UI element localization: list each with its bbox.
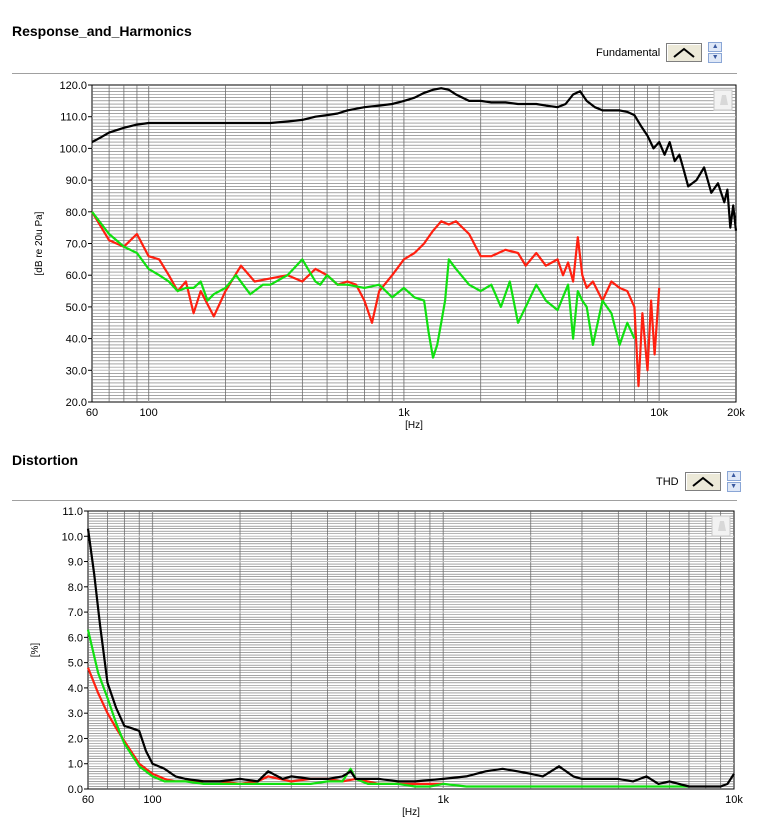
x-tick-label: 1k <box>437 794 449 806</box>
response-legend[interactable]: Fundamental ▲ ▼ <box>596 42 723 63</box>
y-tick-label: 90.0 <box>66 175 87 187</box>
legend-label: Fundamental <box>596 46 661 59</box>
y-axis-label: [dB re 20u Pa] <box>34 211 45 275</box>
panel-separator <box>12 500 737 501</box>
distortion-chart-title: Distortion <box>12 452 79 468</box>
x-tick-label: 1k <box>398 407 410 419</box>
graph-tool-icon <box>711 515 731 537</box>
y-tick-label: 120.0 <box>59 80 87 92</box>
y-tick-label: 70.0 <box>66 239 87 251</box>
y-tick-label: 7.0 <box>68 607 83 619</box>
y-tick-label: 40.0 <box>66 334 87 346</box>
x-tick-label: 60 <box>82 794 94 806</box>
y-tick-label: 20.0 <box>66 397 87 409</box>
y-tick-label: 2.0 <box>68 733 83 745</box>
legend-spinner[interactable]: ▲ ▼ <box>726 471 741 492</box>
y-tick-label: 80.0 <box>66 207 87 219</box>
y-tick-label: 9.0 <box>68 557 83 569</box>
spin-up-icon[interactable]: ▲ <box>708 42 723 52</box>
x-axis-label: [Hz] <box>405 420 423 431</box>
x-tick-label: 60 <box>86 407 98 419</box>
y-tick-label: 110.0 <box>60 112 87 124</box>
y-tick-label: 10.0 <box>62 531 83 543</box>
series-line-0 <box>91 87 738 231</box>
x-tick-label: 10k <box>725 794 743 806</box>
y-tick-label: 1.0 <box>68 759 83 771</box>
y-tick-label: 0.0 <box>68 784 83 796</box>
panel-separator <box>12 73 737 74</box>
y-tick-label: 100.0 <box>59 143 87 155</box>
y-tick-label: 60.0 <box>66 270 87 282</box>
plot-style-icon[interactable] <box>666 43 703 62</box>
response-chart: 20.0 30.0 40.0 50.0 60.0 70.0 80.0 90.0 100.0 110… <box>34 80 745 431</box>
x-tick-label: 10k <box>650 407 668 419</box>
y-tick-label: 3.0 <box>68 708 83 720</box>
y-tick-label: 30.0 <box>66 365 87 377</box>
plot-style-icon[interactable] <box>684 472 721 491</box>
legend-spinner[interactable]: ▲ ▼ <box>708 42 723 63</box>
legend-label: THD <box>656 475 679 488</box>
x-axis-label: [Hz] <box>402 807 420 818</box>
distortion-legend[interactable]: THD ▲ ▼ <box>656 471 741 492</box>
y-tick-label: 8.0 <box>68 582 83 594</box>
graph-tool-icon <box>713 89 733 111</box>
y-tick-label: 4.0 <box>68 683 83 695</box>
x-tick-label: 100 <box>139 407 157 419</box>
y-tick-label: 5.0 <box>68 658 83 670</box>
y-axis-label: [%] <box>30 643 41 658</box>
x-tick-label: 20k <box>727 407 745 419</box>
y-tick-label: 6.0 <box>68 632 83 644</box>
x-tick-label: 100 <box>143 794 161 806</box>
y-tick-label: 50.0 <box>66 302 87 314</box>
y-tick-label: 11.0 <box>62 506 83 518</box>
graph-tool-icon-hand <box>720 95 728 105</box>
series-line-0 <box>86 528 735 788</box>
graph-tool-icon-hand <box>718 521 726 531</box>
series-line-2 <box>91 211 636 359</box>
spin-up-icon[interactable]: ▲ <box>726 471 741 481</box>
spin-down-icon[interactable]: ▼ <box>708 53 723 63</box>
spin-down-icon[interactable]: ▼ <box>726 482 741 492</box>
response-chart-title: Response_and_Harmonics <box>12 23 192 39</box>
